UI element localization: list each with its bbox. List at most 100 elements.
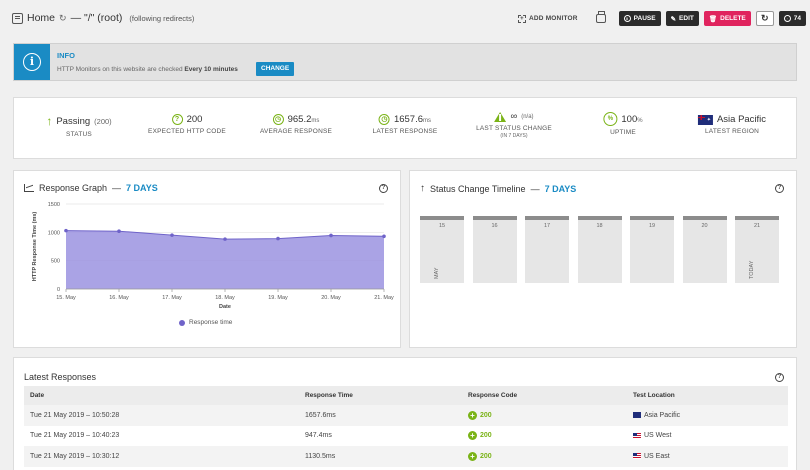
stat-unit: ms: [423, 118, 432, 124]
stat-uptime: % 100% UPTIME: [603, 98, 643, 158]
cell-location: US East: [633, 453, 788, 460]
cell-date: Tue 21 May 2019 – 10:30:12: [30, 452, 120, 460]
stat-unit: (200): [94, 116, 112, 126]
x-tick-label: 18. May: [215, 295, 235, 301]
timeline-title-text: Status Change Timeline: [430, 183, 526, 194]
column-header[interactable]: Response Code: [468, 392, 518, 399]
cell-date: Tue 21 May 2019 – 10:50:28: [30, 411, 120, 419]
graph-title: Response Graph — 7 DAYS: [24, 183, 158, 193]
cell-response-code: +200: [468, 410, 633, 420]
days-count: 74: [793, 15, 802, 22]
help-icon[interactable]: ?: [775, 373, 784, 382]
cell-response-time: 947.4ms: [305, 432, 332, 440]
table-row[interactable]: Tue 21 May 2019 – 10:40:23 947.4ms +200 US …: [24, 426, 788, 447]
cell-date: Tue 21 May 2019 – 10:40:23: [30, 432, 120, 440]
plus-circle-icon: +: [468, 451, 477, 461]
timeline-title: ↑ Status Change Timeline — 7 DAYS: [420, 183, 577, 194]
timeline-day[interactable]: 17: [525, 216, 569, 283]
response-graph-panel: Response Graph — 7 DAYS ? 0 500 1000 1500 HT…: [13, 170, 401, 348]
y-axis-label: HTTP Response Time (ms): [32, 212, 38, 282]
page-subtitle: (following redirects): [129, 13, 195, 23]
timeline-day-label: 18: [596, 223, 603, 229]
stat-label: LATEST RESPONSE: [372, 128, 438, 135]
help-icon[interactable]: ?: [775, 184, 784, 193]
page-title: Home ↻ — "/" (root) (following redirects…: [12, 12, 194, 24]
timeline-day-label: 16: [491, 223, 498, 229]
data-point: [117, 229, 121, 233]
status-timeline-panel: ↑ Status Change Timeline — 7 DAYS ? 15 MA…: [409, 170, 797, 348]
delete-button[interactable]: 🗑 DELETE: [703, 11, 751, 26]
clock-icon: ◷: [378, 114, 390, 125]
graph-range[interactable]: 7 DAYS: [126, 183, 158, 193]
info-title: INFO: [57, 51, 75, 60]
stat-value: 100: [621, 113, 638, 125]
x-tick-label: 21. May: [374, 295, 394, 301]
area-chart-icon: [24, 184, 34, 192]
legend-dot: [179, 319, 185, 326]
data-point: [170, 233, 174, 237]
timeline-day[interactable]: 18: [577, 216, 622, 283]
data-point: [329, 233, 333, 238]
australia-flag-icon: [697, 114, 713, 125]
add-monitor-button[interactable]: + ADD MONITOR: [518, 14, 578, 23]
chart-legend[interactable]: Response time: [179, 319, 232, 326]
x-tick-label: 17. May: [162, 295, 182, 301]
edit-button[interactable]: ✎ EDIT: [665, 11, 699, 26]
stat-label: EXPECTED HTTP CODE: [148, 128, 226, 135]
timeline-day[interactable]: 21 TODAY: [735, 216, 779, 283]
stat-label: UPTIME: [610, 129, 636, 136]
cell-response-code: +200: [468, 451, 633, 461]
timeline-day[interactable]: 19: [630, 216, 674, 283]
help-icon[interactable]: ?: [379, 184, 388, 193]
stat-value: 1657.6: [393, 114, 424, 125]
column-header[interactable]: Response Time: [305, 392, 353, 399]
stat-label: LAST STATUS CHANGE: [476, 125, 552, 132]
timeline-day[interactable]: 20: [682, 216, 727, 283]
info-text-interval: Every 10 minutes: [184, 66, 238, 73]
latest-title: Latest Responses: [24, 372, 97, 382]
printer-icon[interactable]: [595, 11, 606, 23]
stat-last-status-change: ∞ (n/a) LAST STATUS CHANGE (IN 7 DAYS): [476, 98, 552, 158]
table-header: Date Response Time Response Code Test Lo…: [24, 386, 788, 405]
y-tick-label: 1000: [48, 230, 60, 236]
refresh-button[interactable]: ↻: [755, 11, 774, 26]
timeline-today-label: TODAY: [749, 260, 755, 279]
timeline-range[interactable]: 7 DAYS: [544, 183, 577, 194]
stat-unit: %: [637, 117, 643, 124]
stat-label: LATEST REGION: [704, 128, 760, 135]
stat-unit: (n/a): [521, 113, 534, 120]
australia-flag-icon: [633, 412, 641, 419]
timeline-day[interactable]: 16: [472, 216, 517, 283]
location-value: Asia Pacific: [644, 411, 681, 419]
trash-icon: 🗑: [708, 15, 718, 23]
table-row[interactable]: Tue 21 May 2019 – 10:50:28 1657.6ms +200 As…: [24, 405, 788, 426]
x-axis-label: Date: [219, 304, 231, 310]
top-bar: Home ↻ — "/" (root) (following redirects…: [0, 0, 810, 38]
days-button[interactable]: · 74: [778, 11, 807, 26]
timeline-month-label: MAY: [434, 267, 440, 279]
data-point: [276, 236, 280, 241]
table-row[interactable]: Tue 21 May 2019 – 10:30:12 1130.5ms +200 US…: [24, 446, 788, 467]
column-header[interactable]: Test Location: [633, 392, 675, 399]
info-icon: i: [23, 53, 41, 71]
add-monitor-label: ADD MONITOR: [529, 15, 578, 22]
stat-value: 200: [186, 114, 203, 125]
cell-location: Asia Pacific: [633, 412, 788, 419]
change-button[interactable]: CHANGE: [256, 62, 295, 76]
timeline-day-label: 21: [753, 223, 761, 229]
stat-average-response: ◷ 965.2ms AVERAGE RESPONSE: [260, 98, 332, 158]
pencil-icon: ✎: [670, 15, 677, 23]
clock-icon: ◷: [272, 114, 284, 125]
info-badge: i: [14, 44, 50, 80]
stat-expected-code: ? 200 EXPECTED HTTP CODE: [148, 98, 226, 158]
timeline-day[interactable]: 15 MAY: [420, 216, 464, 283]
data-point: [64, 228, 68, 233]
cell-response-time: 1130.5ms: [305, 452, 336, 460]
stat-value: 965.2: [287, 114, 312, 125]
x-tick-label: 16. May: [109, 295, 129, 301]
page-title-name: Home: [27, 12, 56, 24]
stat-label: AVERAGE RESPONSE: [259, 128, 333, 135]
column-header[interactable]: Date: [30, 392, 45, 399]
pause-button[interactable]: ǁ PAUSE: [618, 11, 661, 26]
plus-circle-icon: +: [468, 431, 477, 441]
